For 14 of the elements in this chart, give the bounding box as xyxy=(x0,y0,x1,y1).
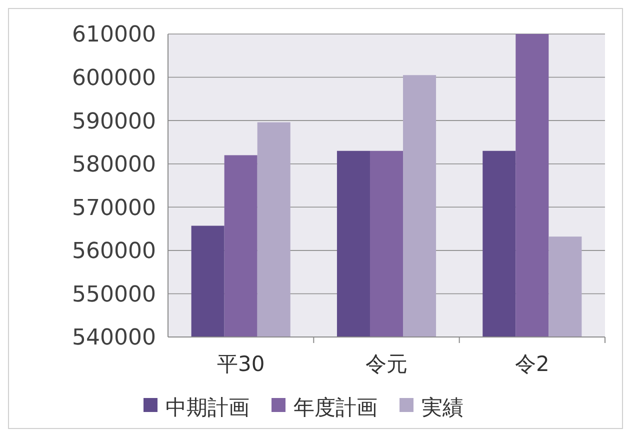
y-tick-label: 570000 xyxy=(72,196,156,221)
legend-label: 実績 xyxy=(422,395,464,420)
y-tick-label: 600000 xyxy=(72,66,156,91)
y-tick-label: 580000 xyxy=(72,152,156,178)
legend-label: 年度計画 xyxy=(294,395,378,420)
y-tick-label: 540000 xyxy=(72,326,156,351)
x-tick-label: 令2 xyxy=(514,352,550,376)
x-tick-label: 平30 xyxy=(216,352,265,376)
y-tick-label: 560000 xyxy=(72,239,156,264)
legend-label: 中期計画 xyxy=(166,395,250,420)
y-tick-label: 590000 xyxy=(72,109,156,134)
y-tick-label: 610000 xyxy=(72,22,156,48)
y-tick-label: 550000 xyxy=(72,282,156,308)
x-tick-label: 令元 xyxy=(366,352,408,376)
